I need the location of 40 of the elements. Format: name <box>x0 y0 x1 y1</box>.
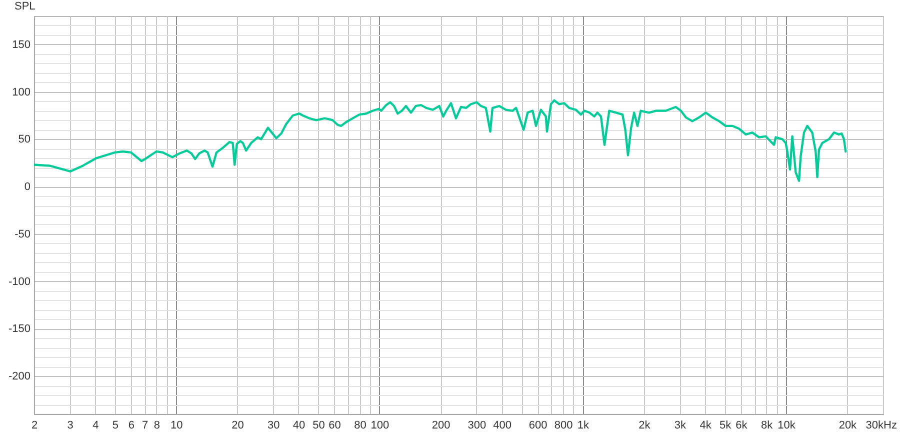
x-tick-label: 8 <box>154 420 160 432</box>
x-tick-label: 6 <box>128 420 135 432</box>
x-tick-label: 4 <box>92 420 99 432</box>
x-tick-label: 10k <box>778 420 796 432</box>
x-tick-label: 20k <box>838 420 858 432</box>
y-tick-label: -150 <box>8 323 30 336</box>
x-tick-label: 100 <box>370 420 390 432</box>
y-tick-label: -200 <box>8 370 30 383</box>
x-tick-label: 400 <box>493 420 512 432</box>
x-tick-label: 30 <box>267 420 280 432</box>
x-tick-label: 200 <box>432 420 450 432</box>
x-tick-label: 3k <box>674 420 687 432</box>
x-tick-label: 3 <box>67 420 74 432</box>
x-tick-label: 5 <box>112 420 118 432</box>
x-tick-label: 600 <box>528 420 548 432</box>
y-tick-label: 0 <box>24 181 30 194</box>
y-tick-label: 150 <box>12 38 30 51</box>
x-tick-label: 4k <box>700 420 712 432</box>
x-tick-label: 7 <box>142 420 148 432</box>
y-axis-title: SPL <box>14 0 36 12</box>
y-tick-label: 100 <box>12 86 30 98</box>
x-tick-label: 2k <box>638 420 651 432</box>
x-tick-label: 6k <box>736 420 748 432</box>
x-tick-label: 20 <box>232 420 244 432</box>
x-tick-label: 8k <box>760 420 774 432</box>
x-tick-label: 2 <box>31 420 38 432</box>
x-tick-label: 800 <box>554 420 573 432</box>
x-tick-label: 40 <box>292 420 306 432</box>
x-tick-label: 30k <box>866 420 884 432</box>
x-tick-label: 60 <box>328 420 341 432</box>
x-tick-label: 50 <box>312 420 325 432</box>
x-tick-label: 1k <box>577 420 590 432</box>
y-tick-label: 50 <box>18 134 30 146</box>
x-tick-label: 80 <box>354 420 366 432</box>
x-tick-label: 300 <box>468 420 486 432</box>
x-tick-label: 10 <box>170 420 183 432</box>
x-axis-title: Hz <box>884 420 897 432</box>
y-tick-label: -50 <box>14 228 30 240</box>
x-tick-label: 5k <box>719 420 732 432</box>
y-tick-label: -100 <box>8 276 30 288</box>
